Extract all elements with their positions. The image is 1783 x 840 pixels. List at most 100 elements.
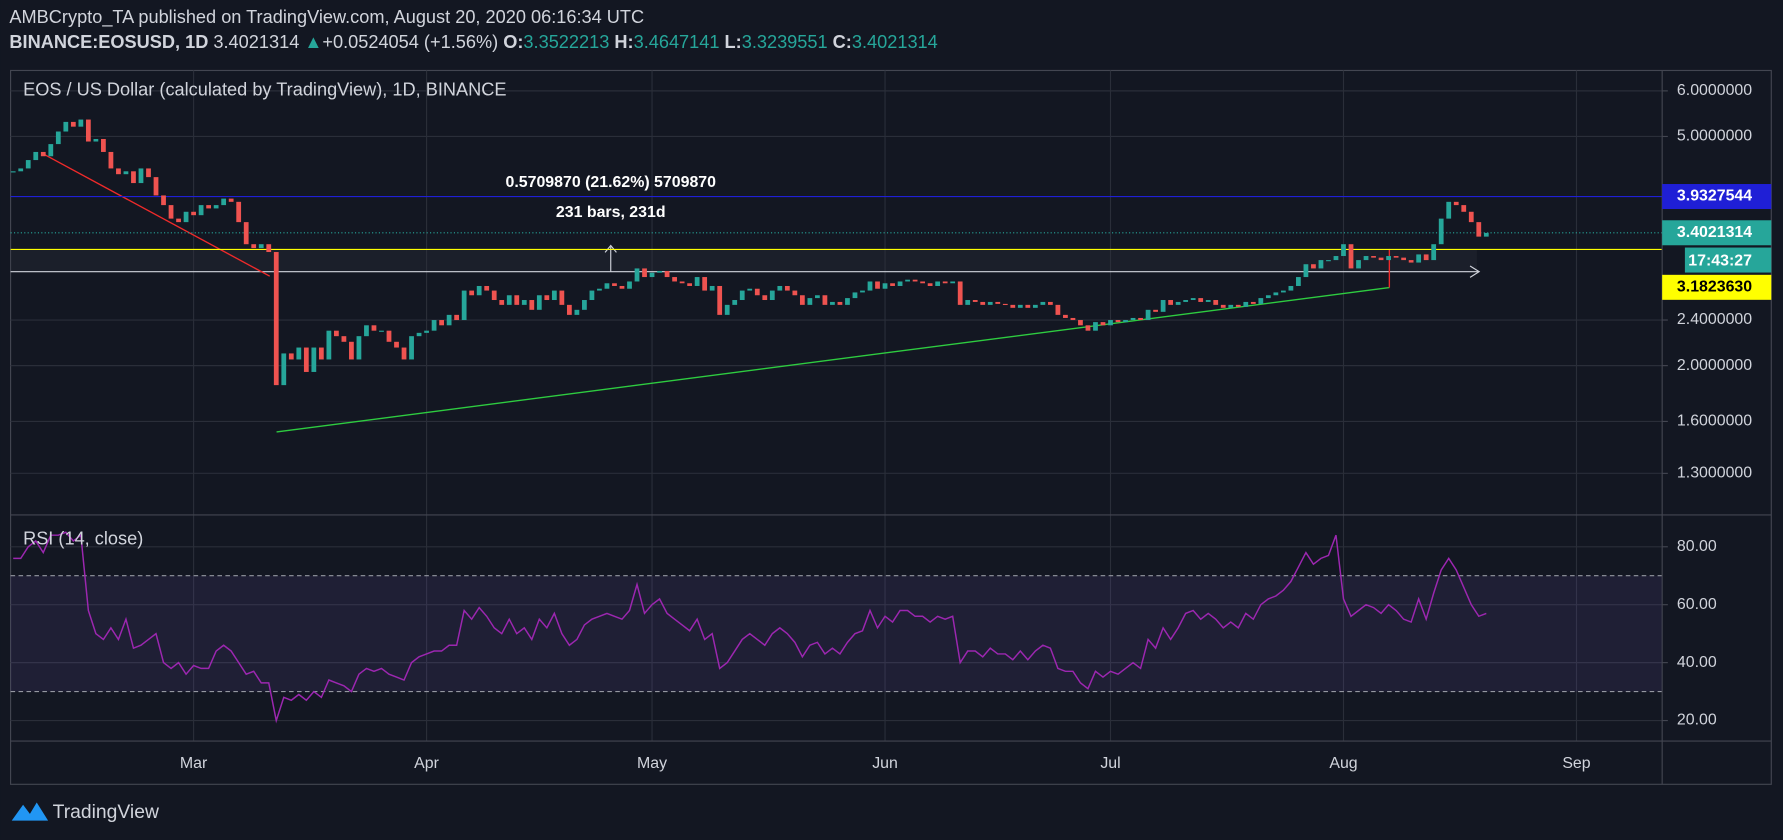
candle-body xyxy=(1363,256,1369,261)
y-tick-label: 5.0000000 xyxy=(1677,128,1752,145)
candle-body xyxy=(439,320,444,326)
candle-body xyxy=(521,300,527,305)
candle-body xyxy=(1205,300,1211,302)
candle-body xyxy=(1453,201,1459,206)
price-level-label: 3.9327544 xyxy=(1677,188,1752,205)
candle-body xyxy=(168,205,174,219)
open-label: O: xyxy=(503,32,523,52)
candle-body xyxy=(273,252,279,386)
countdown-box xyxy=(1684,247,1772,273)
rsi-pane-title: RSI (14, close) xyxy=(23,529,143,549)
candle-body xyxy=(702,277,708,291)
candle-body xyxy=(1055,304,1061,315)
candle-body xyxy=(499,300,505,305)
candle-body xyxy=(867,281,873,291)
candle-body xyxy=(1468,211,1474,223)
candle-body xyxy=(1371,256,1376,258)
mark-layer xyxy=(10,119,1663,724)
candle-body xyxy=(394,341,399,348)
candle-body xyxy=(1145,309,1151,321)
candle-body xyxy=(1416,254,1422,263)
candle-body xyxy=(131,171,136,184)
candle-body xyxy=(431,320,437,331)
candle-body xyxy=(965,300,971,305)
candle-body xyxy=(1348,244,1354,269)
candle-body xyxy=(799,295,805,305)
rsi-y-tick-label: 20.00 xyxy=(1677,712,1717,729)
change: +0.0524054 (+1.56%) xyxy=(322,32,498,52)
candle-body xyxy=(1408,260,1414,263)
candle-body xyxy=(1235,304,1241,307)
trend-line-up xyxy=(276,286,1390,433)
candle-body xyxy=(243,222,249,245)
candle-body xyxy=(228,198,234,202)
candle-body xyxy=(935,281,941,286)
candle-body xyxy=(506,295,512,305)
candle-body xyxy=(995,301,1001,304)
y-tick-label: 2.0000000 xyxy=(1677,357,1752,374)
candle-body xyxy=(649,272,655,278)
candle-body xyxy=(792,290,798,296)
candle-body xyxy=(1213,300,1219,305)
candle-body xyxy=(1010,304,1016,308)
candle-body xyxy=(1423,254,1429,261)
candle-body xyxy=(1446,201,1452,219)
candle-body xyxy=(845,298,850,305)
candle-body xyxy=(972,300,978,302)
candle-body xyxy=(597,288,602,291)
candle-body xyxy=(724,304,730,315)
candle-body xyxy=(116,168,121,175)
countdown-label: 17:43:27 xyxy=(1688,252,1752,269)
candle-body xyxy=(890,283,895,286)
candle-body xyxy=(364,325,369,337)
candle-body xyxy=(582,300,587,310)
candle-body xyxy=(747,288,753,291)
publish-line: AMBCrypto_TA published on TradingView.co… xyxy=(9,7,644,28)
measure-bars-text: 231 bars, 231d xyxy=(556,204,666,221)
candle-body xyxy=(469,290,475,296)
candle-body xyxy=(484,285,490,291)
candle-body xyxy=(1108,320,1113,326)
candle-body xyxy=(769,290,775,301)
high-label: H: xyxy=(614,32,633,52)
candle-body xyxy=(875,281,880,289)
price-level-box xyxy=(1662,184,1772,210)
candle-body xyxy=(672,277,677,282)
candle-body xyxy=(1303,264,1309,278)
candle-body xyxy=(589,290,595,301)
candle-body xyxy=(1483,232,1489,237)
candle-body xyxy=(754,288,760,296)
candle-body xyxy=(40,151,46,157)
candle-body xyxy=(837,301,843,305)
candle-body xyxy=(1431,244,1437,261)
candle-body xyxy=(236,201,242,223)
high-value: 3.4647141 xyxy=(634,32,720,52)
y-tick-label: 6.0000000 xyxy=(1677,82,1752,99)
candle-body xyxy=(1326,260,1331,262)
candle-body xyxy=(1138,317,1143,321)
candle-body xyxy=(446,314,452,326)
candle-body xyxy=(1063,314,1068,318)
candle-body xyxy=(1243,301,1249,307)
candle-body xyxy=(942,281,948,284)
candle-body xyxy=(55,131,61,145)
candle-body xyxy=(920,281,926,284)
candle-body xyxy=(409,336,414,360)
candle-body xyxy=(266,244,272,253)
candle-body xyxy=(1296,277,1301,286)
candle-body xyxy=(536,295,542,310)
candle-body xyxy=(1318,260,1324,269)
candle-body xyxy=(1093,322,1098,331)
candle-body xyxy=(1393,256,1399,258)
candle-body xyxy=(146,168,151,178)
candle-body xyxy=(815,295,820,299)
candle-body xyxy=(897,281,903,286)
y-tick-label: 2.4000000 xyxy=(1677,311,1752,328)
low-value: 3.3239551 xyxy=(742,32,828,52)
candle-body xyxy=(1228,304,1234,308)
candle-body xyxy=(762,295,768,301)
candle-body xyxy=(709,285,715,291)
candle-body xyxy=(93,138,99,142)
candle-body xyxy=(642,268,647,278)
candle-body xyxy=(559,290,565,305)
